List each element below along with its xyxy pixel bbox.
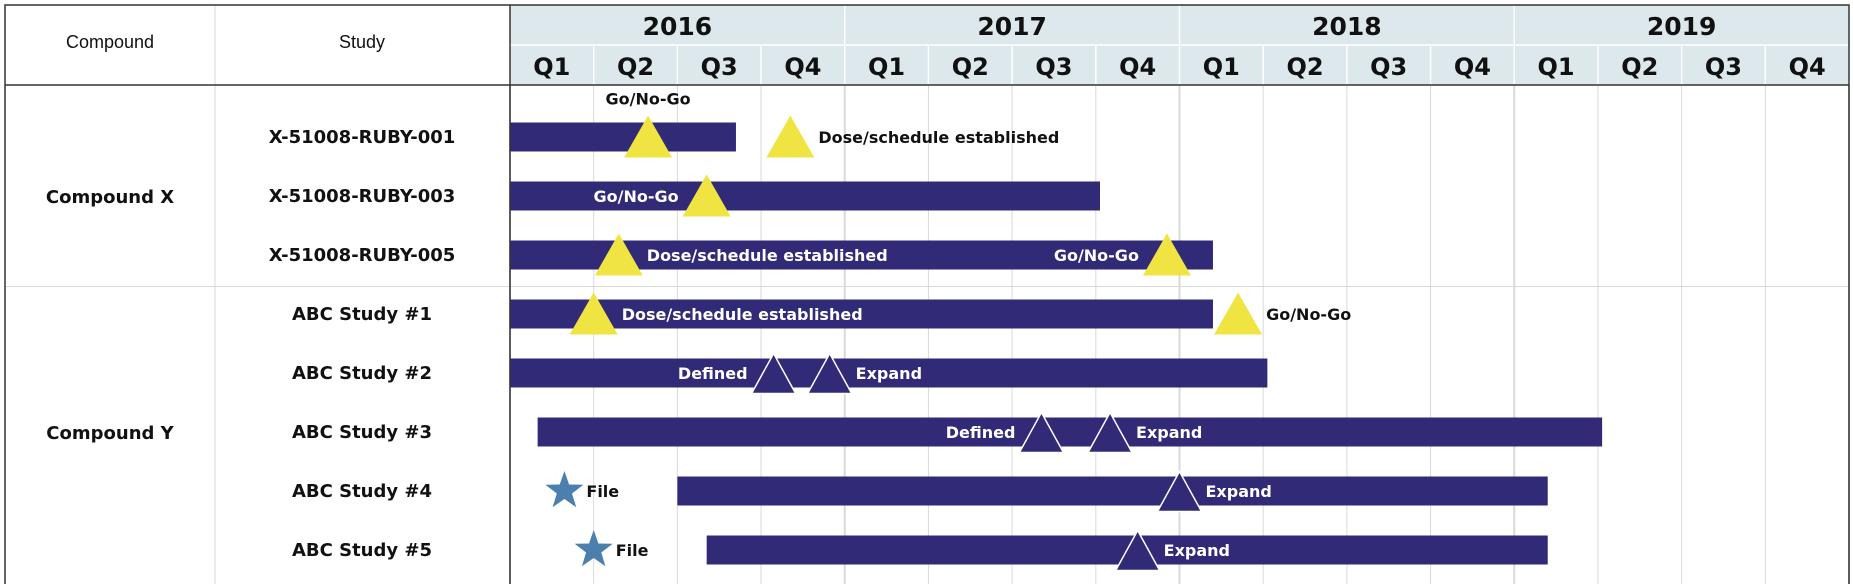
milestone-label: Expand xyxy=(1164,541,1230,560)
milestone-star xyxy=(545,471,584,508)
year-label: 2018 xyxy=(1312,12,1382,41)
milestone-label: Expand xyxy=(1136,423,1202,442)
study-label: ABC Study #5 xyxy=(292,540,432,561)
milestone-hollow-triangle xyxy=(1086,410,1134,454)
milestone-star xyxy=(574,530,613,567)
compound-column-header: Compound xyxy=(66,32,154,52)
study-bar xyxy=(510,181,1100,211)
quarter-label: Q4 xyxy=(1119,53,1156,81)
study-bar xyxy=(510,122,736,152)
milestone-triangle xyxy=(624,115,673,158)
milestone-label: Expand xyxy=(856,364,922,383)
milestone-label: Go/No-Go xyxy=(1266,305,1351,324)
year-label: 2017 xyxy=(977,12,1047,41)
quarter-label: Q2 xyxy=(1286,53,1323,81)
milestone-hollow-triangle xyxy=(750,351,797,395)
quarter-label: Q2 xyxy=(1621,53,1658,81)
row-labels: Compound X Compound Y X-51008-RUBY-001 X-51… xyxy=(46,127,455,561)
study-label: X-51008-RUBY-001 xyxy=(269,127,456,148)
study-bar xyxy=(510,358,1268,388)
milestone-label: Defined xyxy=(946,423,1016,442)
quarter-label: Q2 xyxy=(617,53,654,81)
milestone-label: Go/No-Go xyxy=(594,187,679,206)
milestone-triangle xyxy=(569,292,618,335)
quarter-label: Q2 xyxy=(952,53,989,81)
quarter-label: Q1 xyxy=(533,53,570,81)
study-bar xyxy=(510,299,1213,329)
quarter-label: Q4 xyxy=(1454,53,1491,81)
milestone-label: Dose/schedule established xyxy=(818,128,1059,147)
milestone-hollow-triangle xyxy=(1018,410,1065,454)
milestone-label: Go/No-Go xyxy=(606,90,691,109)
milestone-label: Go/No-Go xyxy=(1054,246,1139,265)
table-frame xyxy=(4,4,1850,584)
outer-border xyxy=(4,4,1850,584)
milestone-label: Defined xyxy=(678,364,748,383)
study-label: ABC Study #2 xyxy=(292,363,432,384)
study-label: X-51008-RUBY-003 xyxy=(269,186,456,207)
quarter-label: Q4 xyxy=(1789,53,1826,81)
milestone-hollow-triangle xyxy=(1114,528,1161,572)
milestone-triangle xyxy=(594,233,643,276)
quarter-label: Q3 xyxy=(1035,53,1072,81)
study-label: X-51008-RUBY-005 xyxy=(269,245,456,266)
milestone-hollow-triangle xyxy=(806,351,853,395)
quarter-label: Q3 xyxy=(701,53,738,81)
milestone-triangle xyxy=(682,174,731,217)
milestone-label: File xyxy=(586,482,619,501)
milestone-triangle xyxy=(766,115,815,158)
quarter-label: Q4 xyxy=(784,53,821,81)
study-column-header: Study xyxy=(339,32,385,52)
quarter-label: Q1 xyxy=(868,53,905,81)
milestone-triangle xyxy=(1214,292,1263,335)
milestone-label: Dose/schedule established xyxy=(622,305,863,324)
milestone-label: Expand xyxy=(1206,482,1272,501)
quarter-label: Q1 xyxy=(1538,53,1575,81)
year-label: 2016 xyxy=(643,12,713,41)
study-bar xyxy=(677,476,1548,506)
milestone-triangle xyxy=(1142,233,1191,276)
milestone-label: Dose/schedule established xyxy=(647,246,888,265)
compound-label: Compound X xyxy=(46,187,174,208)
quarter-label: Q1 xyxy=(1203,53,1240,81)
study-label: ABC Study #1 xyxy=(292,304,432,325)
study-label: ABC Study #3 xyxy=(292,422,432,443)
quarter-label: Q3 xyxy=(1705,53,1742,81)
milestone-hollow-triangle xyxy=(1156,469,1203,513)
study-label: ABC Study #4 xyxy=(292,481,432,502)
timeline-header: 2016 Q1 Q2 Q3 Q4 2017 Q1 Q2 Q3 Q4 2018 Q1 Q2 Q3 Q4 2019… xyxy=(533,12,1825,81)
quarter-label: Q3 xyxy=(1370,53,1407,81)
milestone-label: File xyxy=(616,541,649,560)
year-label: 2019 xyxy=(1647,12,1717,41)
milestones: Go/No-Go Dose/schedule established Go/No-G… xyxy=(545,90,1351,572)
compound-label: Compound Y xyxy=(46,423,174,444)
study-bar xyxy=(537,417,1603,447)
